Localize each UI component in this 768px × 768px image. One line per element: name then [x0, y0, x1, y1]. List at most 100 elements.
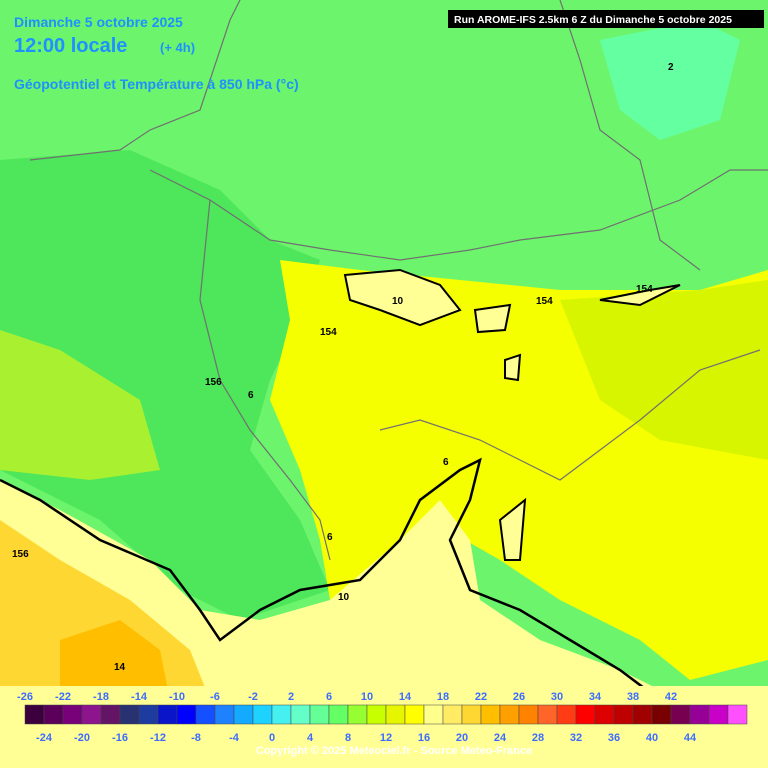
legend-swatch [556, 704, 577, 725]
legend-swatch [632, 704, 653, 725]
legend-label: 36 [608, 732, 620, 744]
legend-swatch [43, 704, 64, 725]
contour-label: 6 [327, 532, 333, 543]
field-name: Géopotentiel et Température à 850 hPa (°… [14, 76, 299, 92]
border [199, 199, 761, 561]
legend-label: 34 [589, 691, 602, 703]
isotherm-pocket [498, 284, 681, 561]
contour-label: 6 [443, 457, 449, 468]
legend-swatch [651, 704, 672, 725]
copyright: Copyright © 2025 Meteociel.fr - Source M… [256, 745, 532, 757]
contour-label: 156 [205, 377, 222, 388]
contour-label: 10 [338, 592, 350, 603]
legend-label: 10 [361, 691, 373, 703]
date: Dimanche 5 octobre 2025 [14, 14, 183, 30]
legend-label: -6 [210, 691, 220, 703]
offset: (+ 4h) [160, 40, 195, 55]
field-darkgreen [0, 150, 330, 620]
legend-label: -22 [55, 691, 71, 703]
isotherm [0, 457, 661, 701]
legend-label: 0 [269, 732, 275, 744]
contour-label: 154 [536, 296, 553, 307]
legend-swatch [138, 704, 159, 725]
isotherm-pocket [343, 268, 522, 382]
legend-swatch [480, 704, 501, 725]
legend-swatch [461, 704, 482, 725]
legend-label: -12 [150, 732, 166, 744]
contour-label: 154 [320, 327, 337, 338]
legend-label: 28 [532, 732, 544, 744]
legend-label: 24 [494, 732, 507, 744]
legend-swatch [385, 704, 406, 725]
legend-swatch [81, 704, 102, 725]
legend-label: 8 [345, 732, 351, 744]
legend: -26 -22 -18 -14 -10 -6 -2 2 6 10 14 18 22 26 30 34 38 42-… [17, 691, 748, 744]
border [559, 0, 701, 271]
legend-swatch [214, 704, 235, 725]
legend-label: 32 [570, 732, 582, 744]
legend-label: -10 [169, 691, 185, 703]
legend-label: 12 [380, 732, 392, 744]
legend-label: -26 [17, 691, 33, 703]
field-lime [0, 330, 160, 480]
legend-label: 14 [399, 691, 412, 703]
legend-label: -18 [93, 691, 109, 703]
legend-swatch [537, 704, 558, 725]
legend-label: 4 [307, 732, 314, 744]
legend-label: 6 [326, 691, 332, 703]
legend-swatch [727, 704, 748, 725]
field-darkorange [60, 620, 170, 700]
legend-swatch [195, 704, 216, 725]
legend-swatch [442, 704, 463, 725]
legend-swatch [689, 704, 710, 725]
legend-swatch [309, 704, 330, 725]
contour-label: 156 [12, 549, 29, 560]
legend-swatch [62, 704, 83, 725]
legend-swatch [575, 704, 596, 725]
time: 12:00 locale [14, 35, 127, 57]
legend-swatch [499, 704, 520, 725]
legend-label: 26 [513, 691, 525, 703]
legend-label: -20 [74, 732, 90, 744]
legend-label: 2 [288, 691, 294, 703]
legend-swatch [347, 704, 368, 725]
legend-label: 30 [551, 691, 563, 703]
legend-label: -4 [229, 732, 240, 744]
legend-label: 16 [418, 732, 430, 744]
legend-label: 44 [684, 732, 697, 744]
contour-label: 14 [114, 662, 126, 673]
legend-label: 18 [437, 691, 449, 703]
legend-swatch [157, 704, 178, 725]
run-box [448, 10, 764, 28]
border [29, 0, 241, 161]
legend-swatch [366, 704, 387, 725]
contour-label: 154 [636, 284, 653, 295]
contour-label: 2 [668, 62, 674, 73]
legend-label: -16 [112, 732, 128, 744]
legend-area [0, 686, 768, 768]
legend-label: 42 [665, 691, 677, 703]
contour-label: 10 [392, 296, 404, 307]
legend-swatch [670, 704, 691, 725]
legend-swatch [119, 704, 140, 725]
border [149, 169, 768, 261]
legend-swatch [100, 704, 121, 725]
legend-swatch [518, 704, 539, 725]
legend-swatch [176, 704, 197, 725]
legend-swatch [271, 704, 292, 725]
legend-swatch [233, 704, 254, 725]
legend-label: 40 [646, 732, 658, 744]
run-info: Run AROME-IFS 2.5km 6 Z du Dimanche 5 oc… [454, 14, 732, 26]
legend-swatch [328, 704, 349, 725]
legend-swatch [708, 704, 729, 725]
legend-swatch [290, 704, 311, 725]
legend-swatch [24, 704, 45, 725]
field-yellowgreen [560, 280, 768, 460]
legend-label: -14 [131, 691, 148, 703]
legend-label: -8 [191, 732, 201, 744]
legend-label: -2 [248, 691, 258, 703]
legend-swatch [423, 704, 444, 725]
legend-label: 22 [475, 691, 487, 703]
legend-label: 20 [456, 732, 468, 744]
